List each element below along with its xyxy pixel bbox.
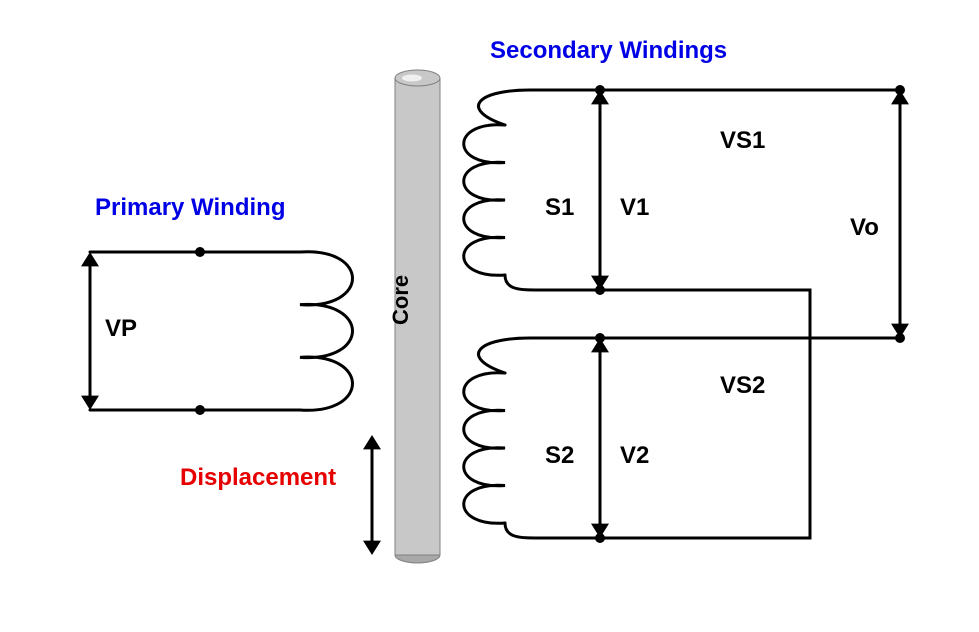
vs1-label: VS1	[720, 127, 765, 154]
lvdt-diagram: Primary Winding Secondary Windings Displ…	[0, 0, 979, 632]
primary-winding-label: Primary Winding	[95, 194, 285, 221]
v2-label: V2	[620, 442, 649, 469]
displacement-label: Displacement	[180, 464, 336, 491]
s2-label: S2	[545, 442, 574, 469]
s1-label: S1	[545, 194, 574, 221]
vo-label: Vo	[850, 214, 879, 241]
vs2-label: VS2	[720, 372, 765, 399]
secondary-windings-label: Secondary Windings	[490, 37, 727, 64]
secondary2-circuit	[464, 333, 609, 543]
core-label: Core	[388, 275, 413, 325]
secondary1-circuit	[464, 85, 609, 295]
displacement-arrow	[363, 435, 381, 555]
vp-label: VP	[105, 315, 137, 342]
v1-label: V1	[620, 194, 649, 221]
